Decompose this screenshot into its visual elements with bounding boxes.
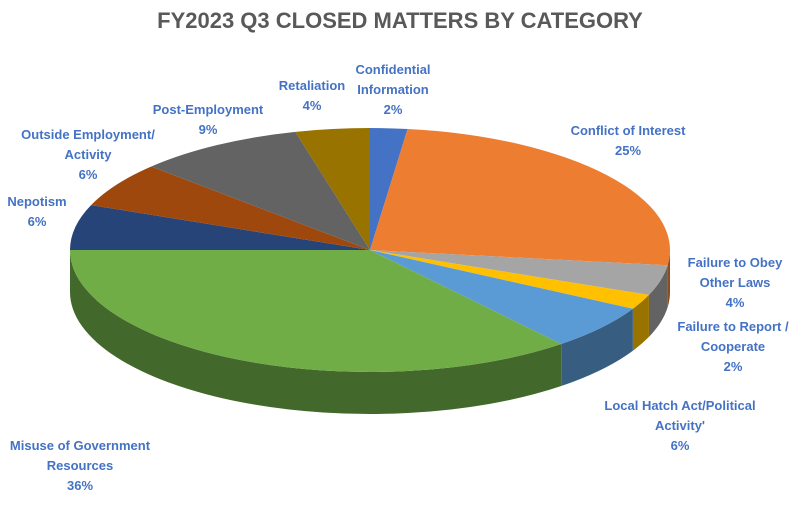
value-label: 36% [66, 478, 94, 493]
pie-slice [370, 250, 633, 345]
data-label: Local Hatch Act/Political Activity' 6% [600, 396, 760, 456]
category-label: Retaliation [278, 78, 346, 93]
value-label: 6% [670, 438, 690, 453]
data-label: Failure to Report / Cooperate 2% [663, 317, 800, 377]
value-label: 2% [723, 359, 743, 374]
category-label: Misuse of Government Resources [9, 438, 151, 473]
value-label: 9% [198, 122, 218, 137]
pie-slice [295, 128, 370, 250]
data-label: Retaliation 4% [267, 76, 357, 116]
category-label: Nepotism [7, 194, 67, 209]
data-label: Confidential Information 2% [338, 60, 448, 120]
pie-slice [91, 166, 371, 250]
pie-slice [151, 131, 370, 250]
category-label: Failure to Obey Other Laws [687, 255, 783, 290]
value-label: 25% [614, 143, 642, 158]
category-label: Outside Employment/ Activity [21, 127, 155, 162]
data-label: Misuse of Government Resources 36% [0, 436, 160, 496]
slice-side [667, 250, 670, 308]
pie-slice [370, 250, 649, 309]
slice-side [561, 308, 633, 387]
slice-side [648, 265, 668, 337]
pie-slice [70, 205, 370, 250]
data-label: Conflict of Interest 25% [543, 121, 713, 161]
value-label: 6% [27, 214, 47, 229]
pie-slice [370, 128, 408, 250]
pie-slice [370, 128, 670, 266]
value-label: 4% [725, 295, 745, 310]
data-label: Post-Employment 9% [143, 100, 273, 140]
category-label: Confidential Information [355, 62, 431, 97]
pie-slice [70, 250, 562, 372]
value-label: 4% [302, 98, 322, 113]
data-label: Failure to Obey Other Laws 4% [680, 253, 790, 313]
slice-side [70, 250, 562, 414]
value-label: 6% [78, 167, 98, 182]
category-label: Post-Employment [152, 102, 264, 117]
chart-title: FY2023 Q3 CLOSED MATTERS BY CATEGORY [157, 8, 643, 33]
pie-slice [370, 250, 668, 295]
category-label: Failure to Report / Cooperate [677, 319, 789, 354]
data-label: Nepotism 6% [0, 192, 77, 232]
slice-side [632, 294, 649, 351]
category-label: Conflict of Interest [570, 123, 686, 138]
data-label: Outside Employment/ Activity 6% [13, 125, 163, 185]
value-label: 2% [383, 102, 403, 117]
category-label: Local Hatch Act/Political Activity' [604, 398, 756, 433]
